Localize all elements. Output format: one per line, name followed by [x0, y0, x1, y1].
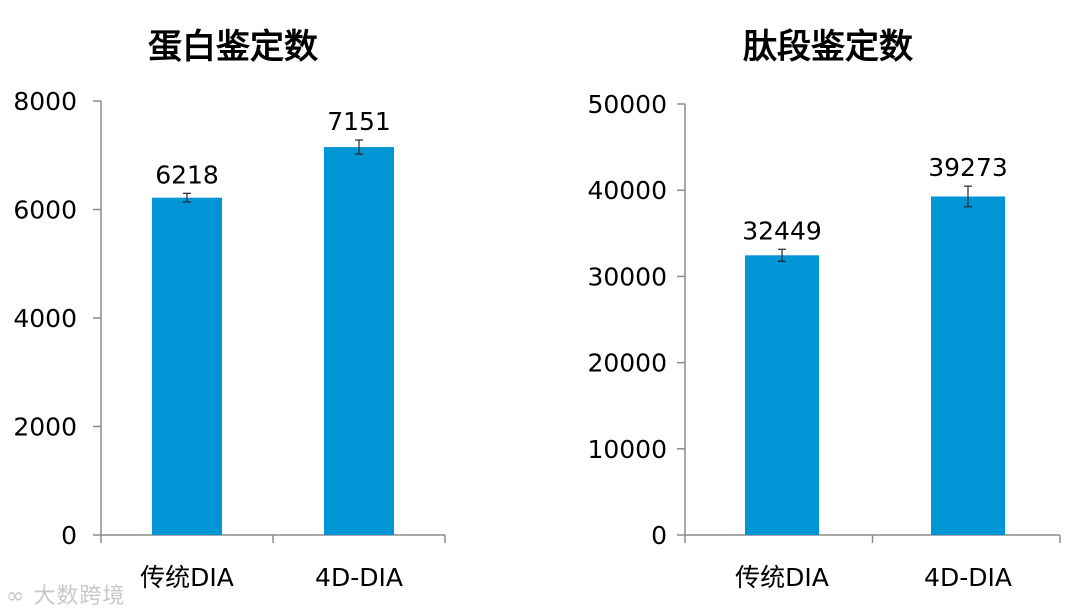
x-category-label: 4D-DIA: [315, 563, 403, 592]
y-tick-label: 50000: [587, 90, 667, 119]
bar: [931, 196, 1005, 535]
y-tick-label: 0: [61, 521, 77, 550]
watermark: ∞ 大数跨境: [6, 578, 125, 610]
y-tick-label: 20000: [587, 349, 667, 378]
data-label: 6218: [155, 160, 219, 189]
x-category-label: 传统DIA: [140, 563, 234, 592]
data-label: 39273: [928, 153, 1008, 182]
y-tick-label: 0: [651, 521, 667, 550]
data-label: 32449: [742, 216, 822, 245]
watermark-logo-icon: ∞: [6, 584, 26, 609]
x-category-label: 传统DIA: [735, 563, 829, 592]
y-tick-label: 30000: [587, 262, 667, 291]
y-tick-label: 10000: [587, 435, 667, 464]
watermark-text: 大数跨境: [33, 584, 126, 609]
chart-title: 肽段鉴定数: [743, 27, 913, 67]
chart-title: 蛋白鉴定数: [148, 27, 318, 67]
y-tick-label: 40000: [587, 176, 667, 205]
y-tick-label: 4000: [13, 304, 77, 333]
bar: [324, 147, 394, 536]
bar: [152, 197, 222, 535]
x-category-label: 4D-DIA: [924, 563, 1012, 592]
data-label: 7151: [327, 107, 391, 136]
y-tick-label: 2000: [13, 413, 77, 442]
y-tick-label: 6000: [13, 196, 77, 225]
y-tick-label: 8000: [13, 87, 77, 116]
bar: [745, 255, 819, 536]
